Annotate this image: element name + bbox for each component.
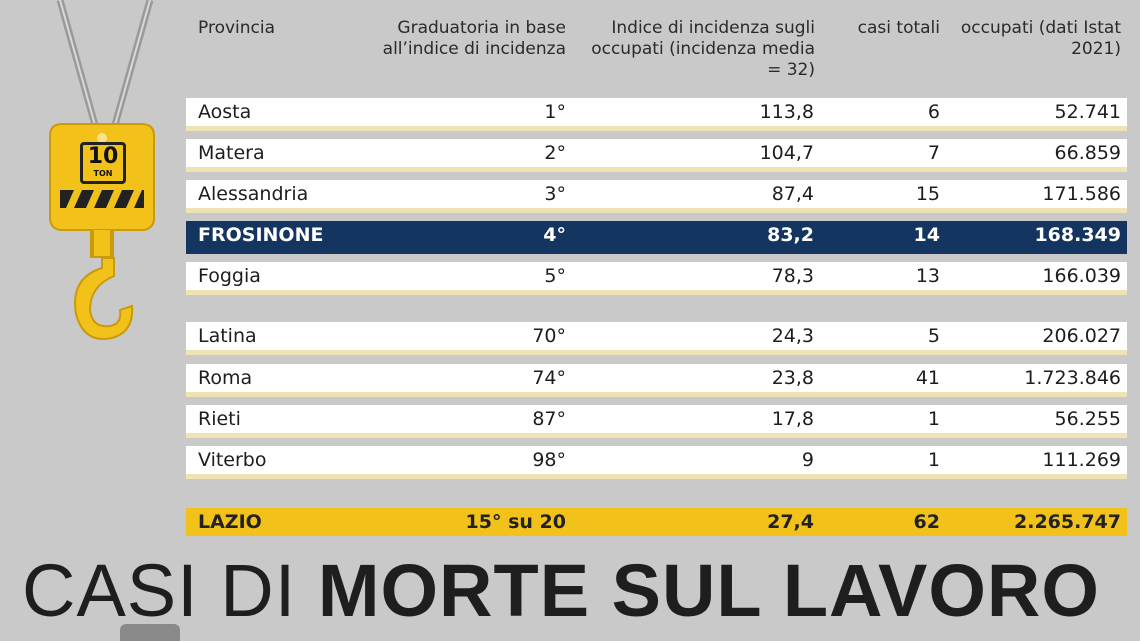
cell-occupati: 168.349 — [1034, 224, 1121, 246]
cell-graduatoria: 5° — [544, 265, 566, 287]
table-total-row: LAZIO 15° su 20 27,4 62 2.265.747 — [186, 508, 1127, 536]
cell-occupati: 171.586 — [1042, 183, 1121, 205]
table-row: Rieti 87° 17,8 1 56.255 — [186, 405, 1127, 438]
header-provincia: Provincia — [198, 18, 276, 38]
cell-casi: 14 — [913, 224, 940, 246]
table-row: Aosta 1° 113,8 6 52.741 — [186, 98, 1127, 131]
cell-graduatoria: 87° — [532, 408, 566, 430]
hook-capacity-badge: 10 TON — [80, 142, 126, 184]
cell-graduatoria: 74° — [532, 367, 566, 389]
hook-capacity-unit: TON — [93, 169, 113, 178]
cell-occupati: 52.741 — [1054, 101, 1121, 123]
cell-occupati: 206.027 — [1042, 325, 1121, 347]
cell-provincia: FROSINONE — [198, 224, 324, 246]
cell-provincia: Matera — [198, 142, 265, 164]
cell-graduatoria: 15° su 20 — [465, 511, 566, 533]
cell-graduatoria: 4° — [543, 224, 566, 246]
cell-provincia: Foggia — [198, 265, 261, 287]
table-row: Matera 2° 104,7 7 66.859 — [186, 139, 1127, 172]
cell-indice: 104,7 — [759, 142, 814, 164]
cell-casi: 5 — [927, 325, 940, 347]
cell-casi: 6 — [927, 101, 940, 123]
cell-occupati: 56.255 — [1054, 408, 1121, 430]
cell-provincia: Aosta — [198, 101, 252, 123]
cell-casi: 15 — [915, 183, 940, 205]
cell-indice: 83,2 — [767, 224, 814, 246]
cell-provincia: Viterbo — [198, 449, 267, 471]
cell-indice: 87,4 — [771, 183, 814, 205]
cell-indice: 23,8 — [771, 367, 814, 389]
table-row: Alessandria 3° 87,4 15 171.586 — [186, 180, 1127, 213]
cell-casi: 13 — [915, 265, 940, 287]
cell-graduatoria: 3° — [544, 183, 566, 205]
cell-indice: 27,4 — [767, 511, 814, 533]
cell-occupati: 111.269 — [1042, 449, 1121, 471]
cell-indice: 9 — [801, 449, 814, 471]
cell-casi: 1 — [927, 408, 940, 430]
title-light: CASI DI — [22, 549, 318, 632]
cell-occupati: 66.859 — [1054, 142, 1121, 164]
cell-graduatoria: 70° — [532, 325, 566, 347]
header-indice: Indice di incidenza sugli occupati (inci… — [591, 18, 815, 80]
cell-graduatoria: 2° — [544, 142, 566, 164]
cell-casi: 62 — [913, 511, 940, 533]
page-title: CASI DI MORTE SUL LAVORO — [22, 548, 1100, 634]
cell-graduatoria: 1° — [544, 101, 566, 123]
cell-occupati: 2.265.747 — [1014, 511, 1121, 533]
table-row: Foggia 5° 78,3 13 166.039 — [186, 262, 1127, 295]
cell-casi: 1 — [927, 449, 940, 471]
cell-casi: 7 — [927, 142, 940, 164]
cell-graduatoria: 98° — [532, 449, 566, 471]
cell-indice: 113,8 — [759, 101, 814, 123]
table-row-highlighted: FROSINONE 4° 83,2 14 168.349 — [186, 221, 1127, 254]
table-row: Roma 74° 23,8 41 1.723.846 — [186, 364, 1127, 397]
header-occupati: occupati (dati Istat 2021) — [960, 18, 1121, 59]
decorative-shape — [120, 624, 180, 641]
cell-occupati: 166.039 — [1042, 265, 1121, 287]
cell-provincia: Rieti — [198, 408, 241, 430]
title-bold: MORTE SUL LAVORO — [317, 549, 1100, 632]
cell-provincia: Latina — [198, 325, 257, 347]
cell-provincia: Roma — [198, 367, 253, 389]
cell-casi: 41 — [915, 367, 940, 389]
hook-capacity-number: 10 — [87, 144, 119, 169]
header-graduatoria: Graduatoria in base all’indice di incide… — [382, 18, 566, 59]
cell-indice: 17,8 — [771, 408, 814, 430]
table-row: Viterbo 98° 9 1 111.269 — [186, 446, 1127, 479]
cell-occupati: 1.723.846 — [1024, 367, 1121, 389]
cell-indice: 78,3 — [771, 265, 814, 287]
table-row: Latina 70° 24,3 5 206.027 — [186, 322, 1127, 355]
cell-provincia: Alessandria — [198, 183, 309, 205]
header-casi: casi totali — [857, 18, 940, 38]
crane-cables — [56, 0, 154, 126]
cell-indice: 24,3 — [771, 325, 814, 347]
cell-provincia: LAZIO — [198, 511, 262, 533]
